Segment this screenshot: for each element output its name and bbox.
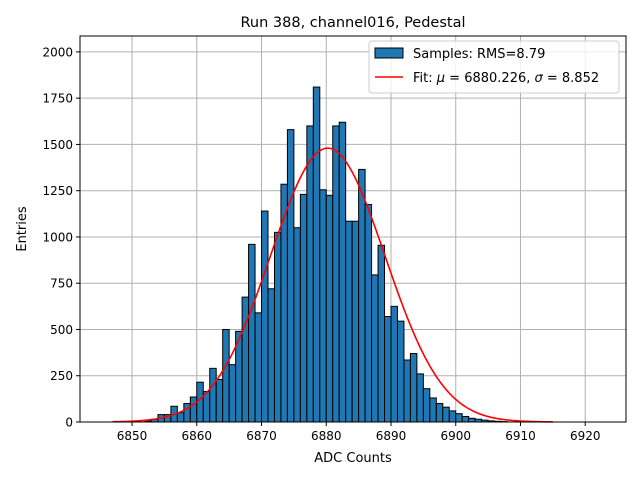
histogram-bar <box>345 220 353 423</box>
histogram-bar <box>429 397 437 423</box>
histogram-bar <box>364 204 373 423</box>
x-tick-label: 6920 <box>570 429 601 443</box>
histogram-bar <box>358 168 366 423</box>
histogram-bar <box>267 288 275 423</box>
histogram-bar <box>215 378 224 423</box>
y-tick-label: 1000 <box>42 230 73 244</box>
histogram-bar <box>254 312 263 423</box>
x-tick-label: 6880 <box>311 429 342 443</box>
y-tick-label: 750 <box>50 277 73 291</box>
histogram-bar <box>273 231 282 423</box>
histogram-bar <box>396 320 405 423</box>
histogram-bar <box>416 373 424 423</box>
histogram-bar <box>338 121 347 423</box>
legend-fit-label: Fit: μ = 6880.226, σ = 8.852 <box>413 71 599 86</box>
histogram-bar <box>422 388 431 423</box>
x-tick-label: 6910 <box>505 429 536 443</box>
histogram-bar <box>299 193 308 423</box>
histogram-bar <box>325 194 334 423</box>
histogram-bar <box>306 125 314 423</box>
histogram-bar <box>189 396 198 423</box>
histogram-bar <box>332 125 340 423</box>
histogram-bar <box>377 244 386 423</box>
histogram-bar <box>241 296 250 423</box>
y-tick-label: 1750 <box>42 92 73 106</box>
histogram-bar <box>461 415 470 423</box>
y-tick-label: 1250 <box>42 184 73 198</box>
histogram-bar <box>280 183 288 423</box>
x-tick-label: 6850 <box>117 429 148 443</box>
histogram-bar <box>261 210 269 423</box>
histogram-bar <box>228 364 237 423</box>
x-tick-label: 6900 <box>440 429 471 443</box>
histogram-bar <box>222 328 230 423</box>
histogram-bar <box>390 305 398 423</box>
histogram-bar <box>176 412 185 423</box>
histogram-bar <box>448 410 457 423</box>
histogram-bar <box>384 316 392 423</box>
legend: Samples: RMS=8.79 Fit: μ = 6880.226, σ =… <box>368 40 620 94</box>
fit-curve <box>112 147 553 423</box>
y-tick-label: 500 <box>50 323 73 337</box>
x-axis-label: ADC Counts <box>314 451 392 466</box>
y-tick-label: 250 <box>50 369 73 383</box>
x-tick-label: 6890 <box>376 429 407 443</box>
chart-title: Run 388, channel016, Pedestal <box>240 15 465 31</box>
histogram-bar <box>293 227 301 423</box>
histogram-bar <box>409 353 418 423</box>
histogram-bar <box>442 406 450 423</box>
axes-frame <box>79 35 627 423</box>
y-tick-label: 1500 <box>42 138 73 152</box>
histogram-bar <box>403 359 411 423</box>
histogram-bar <box>286 129 295 423</box>
y-tick-label: 0 <box>65 416 73 430</box>
x-axis: 6850 6860 6870 6880 6890 6900 6910 6920 <box>117 422 601 443</box>
histogram-bar <box>248 243 256 423</box>
y-tick-label: 2000 <box>42 45 73 59</box>
legend-hist-swatch <box>374 47 404 59</box>
histogram-bar <box>455 413 463 423</box>
x-tick-label: 6870 <box>246 429 277 443</box>
histogram-bar <box>312 86 321 423</box>
histogram-bar <box>371 274 379 423</box>
legend-box <box>368 40 620 94</box>
histogram-bar <box>435 402 444 423</box>
legend-hist-label: Samples: RMS=8.79 <box>413 47 545 62</box>
histogram-bar <box>468 417 476 423</box>
histogram-bar <box>209 367 217 423</box>
y-axis-label: Entries <box>15 206 30 252</box>
histogram-bar <box>319 189 327 423</box>
histogram-bar <box>351 220 360 423</box>
x-tick-label: 6860 <box>182 429 213 443</box>
y-axis: 0 250 500 750 1000 1250 1500 1750 2000 <box>42 45 80 430</box>
